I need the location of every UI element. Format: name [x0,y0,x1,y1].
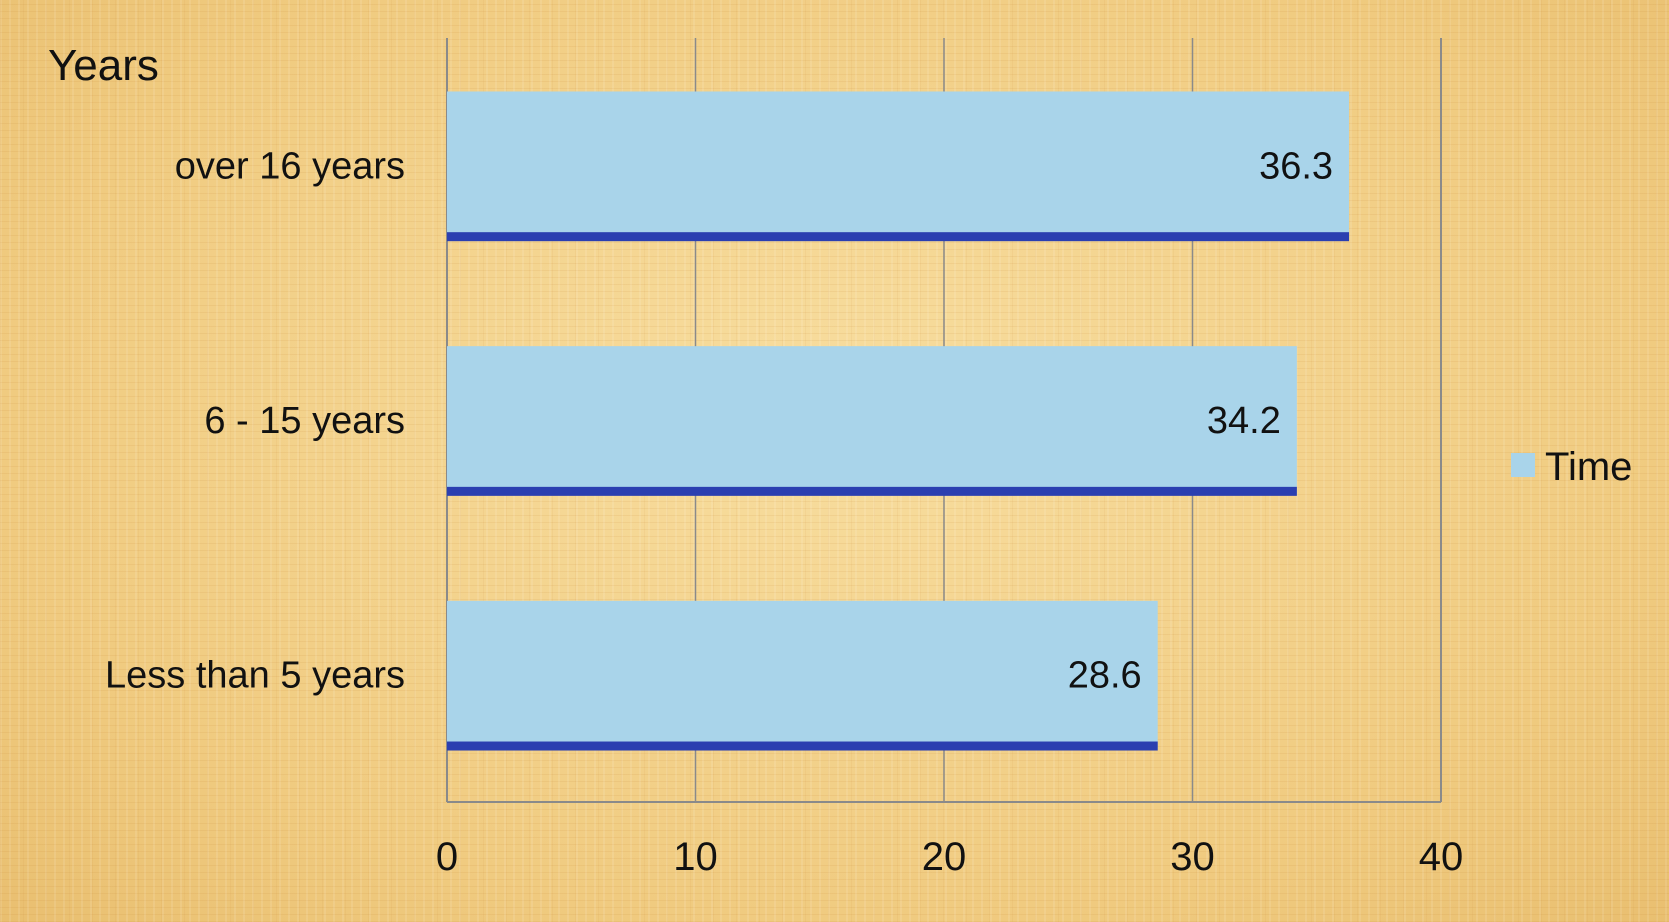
bar-edge [447,741,1158,751]
legend: Time [1511,445,1632,489]
labels: 0 10 20 30 40 36.3 over 16 years 34.2 6 - 15 yea… [105,145,1463,879]
bars [447,91,1350,751]
data-label: 28.6 [1068,655,1142,697]
x-tick-label: 40 [1419,835,1464,879]
data-label: 36.3 [1259,145,1333,187]
y-axis-title: Years [48,41,159,90]
x-tick-label: 10 [673,835,718,879]
legend-label-time: Time [1545,445,1632,489]
category-label: Less than 5 years [105,655,405,697]
category-label: 6 - 15 years [204,400,405,442]
bar [447,346,1297,494]
category-label: over 16 years [175,145,405,187]
legend-swatch [1511,453,1535,477]
bar-edge [447,486,1297,496]
bar [447,600,1158,749]
bar-edge [447,232,1350,242]
bar [447,91,1350,240]
x-tick-label: 30 [1170,835,1215,879]
x-tick-label: 20 [922,835,967,879]
data-label: 34.2 [1207,400,1281,442]
x-tick-label: 0 [436,835,458,879]
